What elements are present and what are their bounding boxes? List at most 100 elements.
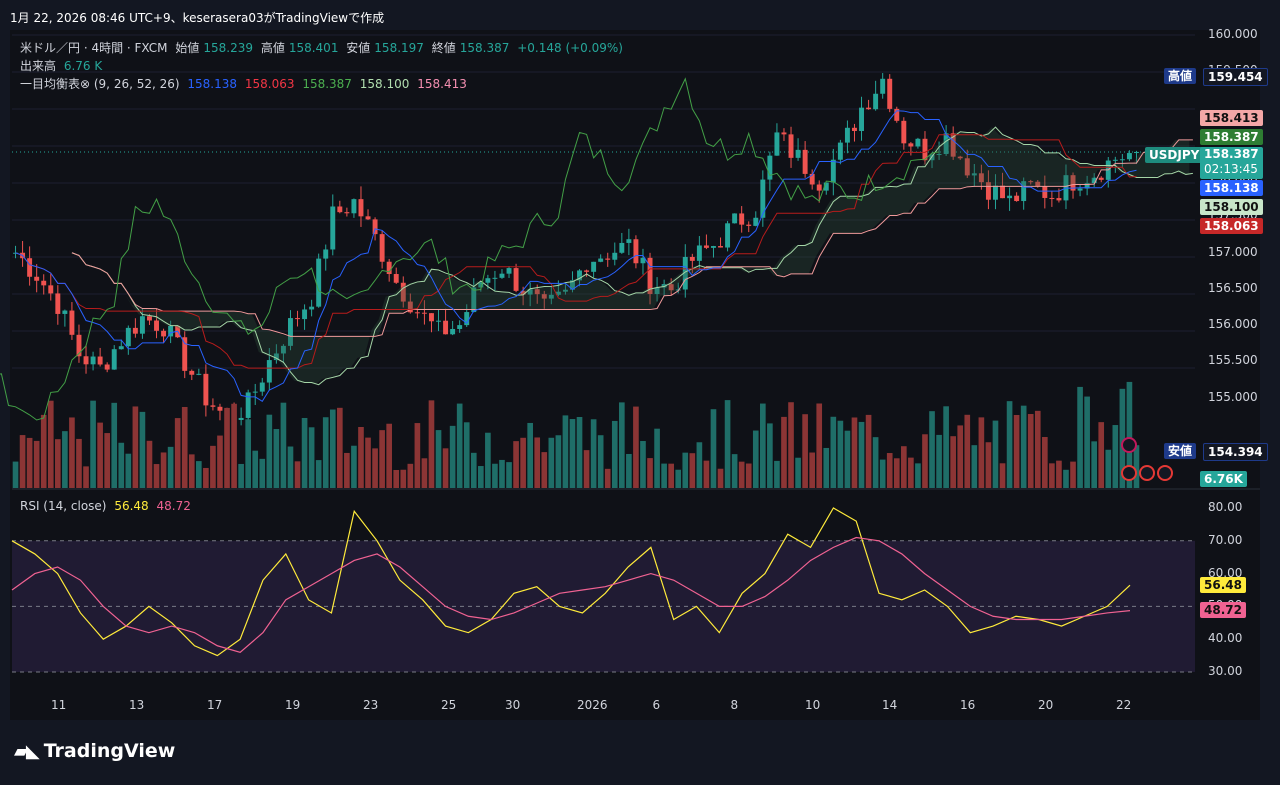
candle (189, 370, 195, 375)
volume-bar (308, 427, 315, 488)
volume-bar (541, 452, 548, 488)
candle (971, 173, 977, 176)
economic-event-icon[interactable] (1121, 465, 1137, 481)
volume-bar (428, 400, 435, 488)
chikou-line (0, 77, 940, 421)
candle (626, 239, 632, 243)
volume-bar (809, 452, 815, 488)
candle (943, 133, 949, 154)
candle (379, 234, 385, 262)
volume-bar (1063, 469, 1069, 488)
volume-bar (139, 411, 146, 488)
candle (111, 349, 117, 370)
volume-label: 出来高 (20, 59, 57, 73)
volume-bar (118, 442, 125, 488)
volume-bar (513, 441, 519, 488)
candle (471, 287, 477, 313)
volume-bar (252, 450, 259, 488)
us-flag-event-icon[interactable] (1139, 465, 1155, 481)
candle (774, 132, 780, 156)
open-label: 始値 (175, 41, 200, 55)
ichimoku-legend[interactable]: 一目均衡表⊗ (9, 26, 52, 26) 158.138 158.063 1… (20, 75, 471, 92)
tradingview-logo[interactable]: ▰◣ TradingView (14, 740, 175, 762)
volume-bar (351, 445, 357, 488)
time-tick-label: 6 (652, 698, 661, 712)
candle (513, 268, 519, 291)
candle (492, 277, 498, 279)
economic-event-icon-2[interactable] (1157, 465, 1173, 481)
candle (929, 154, 935, 161)
rsi-tick-label: 40.00 (1208, 631, 1243, 646)
candle (964, 158, 970, 176)
volume-value: 6.76 K (63, 59, 103, 73)
rsi-legend[interactable]: RSI (14, close) 56.48 48.72 (20, 499, 195, 513)
volume-bar (47, 400, 54, 488)
candle (844, 127, 850, 143)
volume-bar (294, 461, 301, 488)
candle (365, 216, 371, 220)
candle (421, 312, 427, 314)
price-tick-label: 157.000 (1208, 244, 1258, 259)
candle (739, 213, 745, 225)
candle (993, 185, 998, 200)
volume-bar (1056, 460, 1062, 488)
candle (809, 173, 815, 185)
low-tag-label: 安値 (1168, 444, 1193, 458)
volume-bar (1070, 461, 1076, 488)
candle (280, 345, 286, 354)
rsi-line (11, 507, 1131, 657)
candle (985, 182, 991, 200)
volume-bar (266, 414, 273, 488)
candle (859, 107, 864, 131)
ohlc-legend: 米ドル／円 · 4時間 · FXCM 始値 158.239 高値 158.401 安… (20, 39, 627, 56)
candle (1070, 175, 1076, 191)
volume-bar (661, 463, 667, 488)
span-b-line (71, 139, 1193, 337)
volume-bar (569, 419, 576, 488)
candle (273, 353, 279, 361)
symbol-label[interactable]: 米ドル／円 · 4時間 · FXCM (20, 41, 168, 55)
volume-bar (985, 442, 992, 488)
volume-bar (710, 409, 717, 488)
volume-bar (1049, 463, 1055, 488)
candle (97, 356, 103, 365)
volume-bar (329, 409, 336, 488)
volume-bar (548, 437, 555, 488)
candle (788, 134, 794, 158)
span-b-tag: 158.413 (1200, 110, 1263, 126)
volume-bar (640, 441, 646, 488)
volume-bar (689, 453, 696, 488)
volume-bar (964, 414, 971, 488)
volume-legend[interactable]: 出来高 6.76 K (20, 57, 106, 74)
volume-bar (174, 418, 181, 488)
candle (1049, 197, 1055, 199)
price-tag-value: 158.387 (1204, 147, 1259, 161)
rsi-tick-label: 70.00 (1208, 532, 1243, 547)
price-tick-label: 156.000 (1208, 317, 1258, 331)
candle (647, 257, 653, 295)
volume-bar (802, 414, 808, 488)
flash-event-icon[interactable] (1121, 437, 1137, 453)
volume-bar (379, 430, 385, 488)
candle (591, 261, 597, 272)
volume-bar (837, 420, 844, 488)
candle (1091, 177, 1097, 184)
volume-bar (83, 466, 89, 488)
volume-bar (393, 469, 400, 488)
rsi-tag: 56.48 (1200, 577, 1246, 593)
time-tick-label: 20 (1038, 698, 1054, 712)
volume-bar (675, 469, 682, 488)
candle (259, 382, 265, 392)
volume-bar (125, 453, 132, 488)
time-tick-label: 16 (960, 698, 976, 712)
candle (252, 391, 258, 393)
candle (718, 246, 723, 248)
candle (873, 93, 879, 110)
candle (880, 78, 886, 94)
candle (330, 206, 336, 250)
change-value: +0.148 (+0.09%) (517, 41, 623, 55)
volume-bar (492, 463, 498, 488)
candle (238, 417, 244, 420)
volume-bar (97, 422, 103, 488)
